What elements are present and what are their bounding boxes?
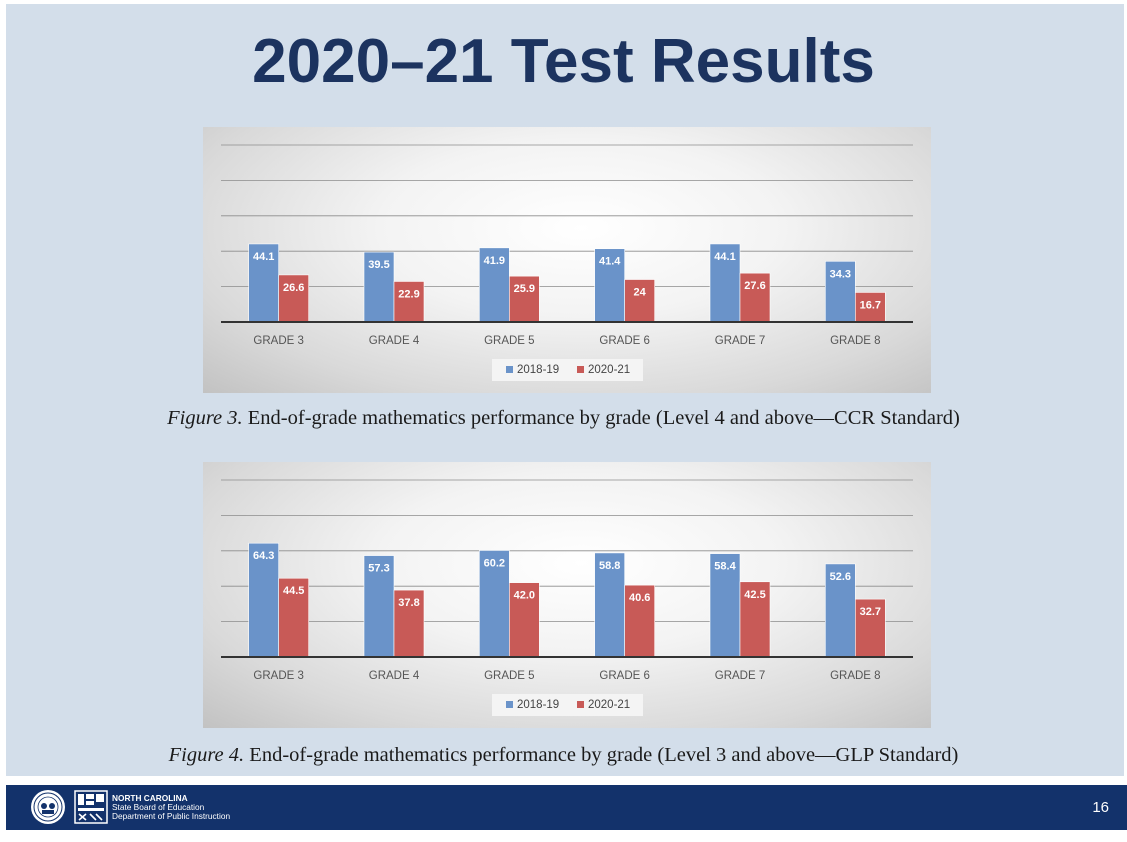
legend-key-2020-21 bbox=[577, 366, 584, 373]
figure-4-text: End-of-grade mathematics performance by … bbox=[244, 744, 959, 766]
figure-3-caption: Figure 3. End-of-grade mathematics perfo… bbox=[0, 407, 1127, 430]
org-line-1: NORTH CAROLINA bbox=[112, 793, 188, 803]
bar-2018-19 bbox=[479, 550, 510, 658]
bar-2018-19 bbox=[825, 260, 856, 323]
bar-2018-19 bbox=[248, 243, 279, 323]
chart-ccr: 44.1 26.6 GRADE 3 39.5 22.9 GRADE 4 41.9 25.9 GR… bbox=[221, 144, 913, 381]
bar-2020-21 bbox=[393, 589, 425, 658]
data-label: 44.1 bbox=[714, 251, 735, 263]
category-label: GRADE 7 bbox=[715, 670, 766, 682]
figure-3-label: Figure 3. bbox=[167, 407, 243, 429]
figure-3-text: End-of-grade mathematics performance by … bbox=[242, 407, 960, 429]
bar-2018-19 bbox=[594, 552, 625, 658]
legend-background bbox=[492, 359, 643, 381]
data-label: 37.8 bbox=[398, 597, 419, 609]
bar-2020-21 bbox=[509, 275, 540, 323]
dpi-logo-icon bbox=[74, 790, 108, 824]
category-label: GRADE 6 bbox=[599, 670, 650, 682]
chart-glp: 64.3 44.5 GRADE 3 57.3 37.8 GRADE 4 60.2 42.0 GR… bbox=[221, 479, 913, 716]
legend-key-2020-21 bbox=[577, 701, 584, 708]
data-label: 27.6 bbox=[744, 280, 765, 292]
data-label: 52.6 bbox=[830, 571, 851, 583]
data-label: 16.7 bbox=[860, 299, 881, 311]
bar-2020-21 bbox=[739, 581, 771, 658]
chart-panel-ccr: 44.1 26.6 GRADE 3 39.5 22.9 GRADE 4 41.9 25.9 GR… bbox=[203, 127, 931, 393]
data-label: 24 bbox=[634, 287, 647, 299]
legend-label: 2020-21 bbox=[588, 699, 630, 711]
data-label: 26.6 bbox=[283, 282, 304, 294]
bar-2020-21 bbox=[509, 582, 540, 658]
org-name: NORTH CAROLINA State Board of Education … bbox=[112, 794, 230, 821]
data-label: 40.6 bbox=[629, 592, 650, 604]
data-label: 32.7 bbox=[860, 606, 881, 618]
bar-2018-19 bbox=[363, 555, 395, 658]
org-line-3: Department of Public Instruction bbox=[112, 811, 231, 821]
category-label: GRADE 3 bbox=[253, 670, 304, 682]
legend-label: 2018-19 bbox=[517, 699, 559, 711]
bar-2020-21 bbox=[278, 577, 309, 658]
data-label: 60.2 bbox=[484, 557, 505, 569]
category-label: GRADE 8 bbox=[830, 670, 881, 682]
data-label: 22.9 bbox=[398, 288, 419, 300]
page-number: 16 bbox=[1092, 799, 1109, 816]
legend-key-2018-19 bbox=[506, 701, 513, 708]
chart-panel-glp: 64.3 44.5 GRADE 3 57.3 37.8 GRADE 4 60.2 42.0 GR… bbox=[203, 462, 931, 728]
category-label: GRADE 8 bbox=[830, 335, 881, 347]
legend-key-2018-19 bbox=[506, 366, 513, 373]
data-label: 39.5 bbox=[368, 259, 389, 271]
legend-label: 2020-21 bbox=[588, 364, 630, 376]
data-label: 41.4 bbox=[599, 256, 621, 268]
data-label: 41.9 bbox=[484, 255, 505, 267]
bar-2020-21 bbox=[393, 281, 425, 323]
state-seal-icon bbox=[31, 790, 65, 824]
data-label: 57.3 bbox=[368, 563, 389, 575]
data-label: 42.5 bbox=[744, 589, 765, 601]
legend-background bbox=[492, 694, 643, 716]
bar-2020-21 bbox=[624, 279, 655, 323]
org-line-2: State Board of Education bbox=[112, 802, 205, 812]
bar-2018-19 bbox=[248, 542, 279, 658]
bar-2018-19 bbox=[709, 553, 741, 658]
data-label: 58.4 bbox=[714, 561, 736, 573]
category-label: GRADE 3 bbox=[253, 335, 304, 347]
bar-2020-21 bbox=[739, 272, 771, 323]
data-label: 44.5 bbox=[283, 585, 304, 597]
category-label: GRADE 5 bbox=[484, 335, 535, 347]
figure-4-label: Figure 4. bbox=[168, 744, 245, 766]
figure-4-caption: Figure 4. End-of-grade mathematics perfo… bbox=[0, 744, 1127, 767]
bar-2018-19 bbox=[594, 248, 625, 323]
legend-label: 2018-19 bbox=[517, 364, 559, 376]
category-label: GRADE 4 bbox=[369, 335, 420, 347]
slide-title: 2020–21 Test Results bbox=[252, 27, 875, 96]
category-label: GRADE 5 bbox=[484, 670, 535, 682]
data-label: 34.3 bbox=[830, 268, 851, 280]
data-label: 44.1 bbox=[253, 251, 274, 263]
category-label: GRADE 7 bbox=[715, 335, 766, 347]
category-label: GRADE 6 bbox=[599, 335, 650, 347]
data-label: 25.9 bbox=[514, 283, 535, 295]
footer-bar: NORTH CAROLINA State Board of Education … bbox=[6, 785, 1127, 830]
data-label: 42.0 bbox=[514, 590, 535, 602]
data-label: 58.8 bbox=[599, 560, 620, 572]
category-label: GRADE 4 bbox=[369, 670, 420, 682]
bar-2020-21 bbox=[624, 584, 655, 658]
data-label: 64.3 bbox=[253, 550, 274, 562]
